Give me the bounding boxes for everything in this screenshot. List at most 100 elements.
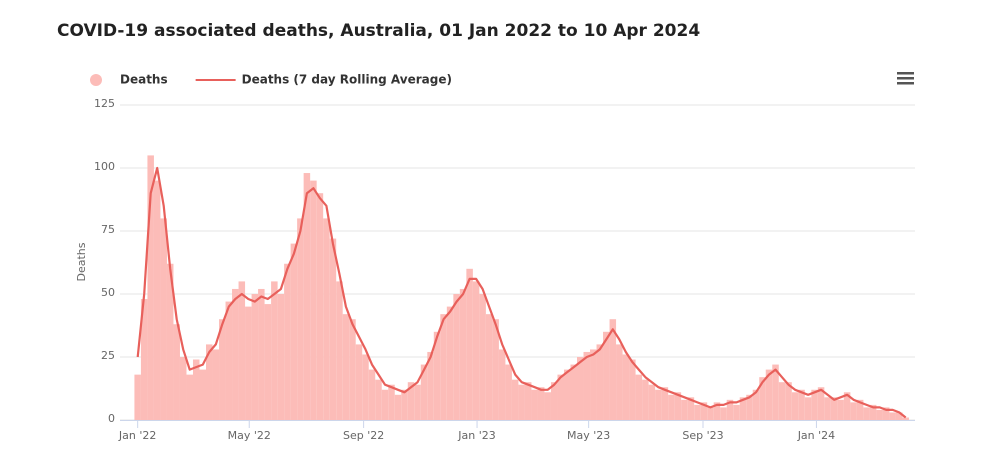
- x-tick-label: Jan '22: [118, 429, 156, 442]
- bar: [271, 281, 278, 420]
- bar: [284, 263, 291, 420]
- bar: [427, 351, 434, 420]
- bar: [687, 397, 695, 420]
- bar: [785, 382, 792, 420]
- legend-label: Deaths (7 day Rolling Average): [242, 73, 452, 87]
- legend-item[interactable]: Deaths: [90, 73, 168, 87]
- bar: [524, 382, 532, 420]
- bar: [485, 314, 493, 420]
- bar: [251, 294, 259, 420]
- y-tick-label: 75: [101, 223, 115, 236]
- legend-label: Deaths: [120, 73, 168, 87]
- bar: [212, 349, 220, 420]
- bar: [258, 288, 265, 420]
- bar: [544, 392, 551, 420]
- x-tick-label: Sep '23: [682, 429, 723, 442]
- bar: [583, 351, 591, 420]
- bar: [245, 306, 252, 420]
- bar: [498, 349, 506, 420]
- bar: [739, 397, 747, 420]
- bar: [824, 397, 831, 420]
- bar: [674, 392, 682, 420]
- bar: [804, 397, 812, 420]
- bar: [453, 294, 460, 420]
- bar: [622, 354, 630, 420]
- bar: [368, 369, 376, 420]
- bar: [446, 306, 454, 420]
- bar: [362, 354, 369, 420]
- bar: [414, 384, 421, 420]
- bar: [505, 364, 512, 420]
- bar: [381, 389, 389, 420]
- bar: [596, 344, 604, 420]
- bar: [238, 281, 246, 420]
- bar: [440, 314, 447, 420]
- bar: [570, 364, 578, 420]
- bar: [420, 364, 428, 420]
- bar: [140, 299, 148, 420]
- bar: [264, 304, 272, 420]
- bar: [642, 379, 649, 420]
- bar: [746, 394, 753, 420]
- bar: [616, 344, 623, 420]
- bar: [518, 384, 525, 420]
- bar: [869, 404, 877, 420]
- bar: [342, 314, 350, 420]
- bar: [225, 301, 233, 420]
- x-tick-label: Sep '22: [343, 429, 384, 442]
- bar: [603, 331, 610, 420]
- bar: [290, 243, 298, 420]
- bar: [609, 319, 617, 420]
- bar: [648, 384, 656, 420]
- bar: [843, 392, 851, 420]
- bar: [466, 268, 473, 420]
- bar: [791, 392, 799, 420]
- bar: [733, 404, 740, 420]
- line: [136, 166, 907, 419]
- legend-item[interactable]: Deaths (7 day Rolling Average): [195, 73, 452, 87]
- bar: [681, 399, 688, 420]
- bar: [433, 331, 441, 420]
- bar: [837, 399, 844, 420]
- menu-bar: [897, 72, 914, 75]
- bar: [277, 294, 285, 420]
- bar: [166, 263, 174, 420]
- bar: [720, 407, 727, 420]
- bar: [407, 382, 415, 420]
- menu-button[interactable]: [897, 72, 914, 85]
- bar: [694, 404, 701, 420]
- bar: [537, 387, 545, 420]
- bar: [186, 374, 193, 420]
- bar: [199, 369, 207, 420]
- bar: [817, 387, 825, 420]
- y-axis-label: Deaths: [75, 242, 88, 281]
- bar: [563, 369, 571, 420]
- bar: [577, 357, 584, 420]
- bar: [147, 155, 154, 420]
- bar: [472, 281, 480, 420]
- bar: [160, 218, 167, 420]
- y-tick-label: 25: [101, 349, 115, 362]
- y-tick-label: 0: [108, 412, 115, 425]
- bar: [902, 417, 909, 420]
- x-tick-label: May '22: [228, 429, 271, 442]
- bar: [179, 357, 187, 420]
- bar: [511, 379, 519, 420]
- bar: [297, 218, 304, 420]
- bar: [310, 180, 317, 420]
- y-tick-label: 100: [94, 160, 115, 173]
- bar: [479, 294, 486, 420]
- bar: [707, 407, 714, 420]
- bar: [700, 402, 708, 420]
- bar: [401, 389, 408, 420]
- bar: [153, 180, 161, 420]
- bar: [355, 344, 363, 420]
- bar: [492, 319, 499, 420]
- bar: [759, 377, 766, 420]
- x-tick-label: May '23: [567, 429, 610, 442]
- menu-bar: [897, 77, 914, 80]
- y-tick-label: 50: [101, 286, 115, 299]
- bar: [752, 389, 760, 420]
- bar: [459, 288, 467, 420]
